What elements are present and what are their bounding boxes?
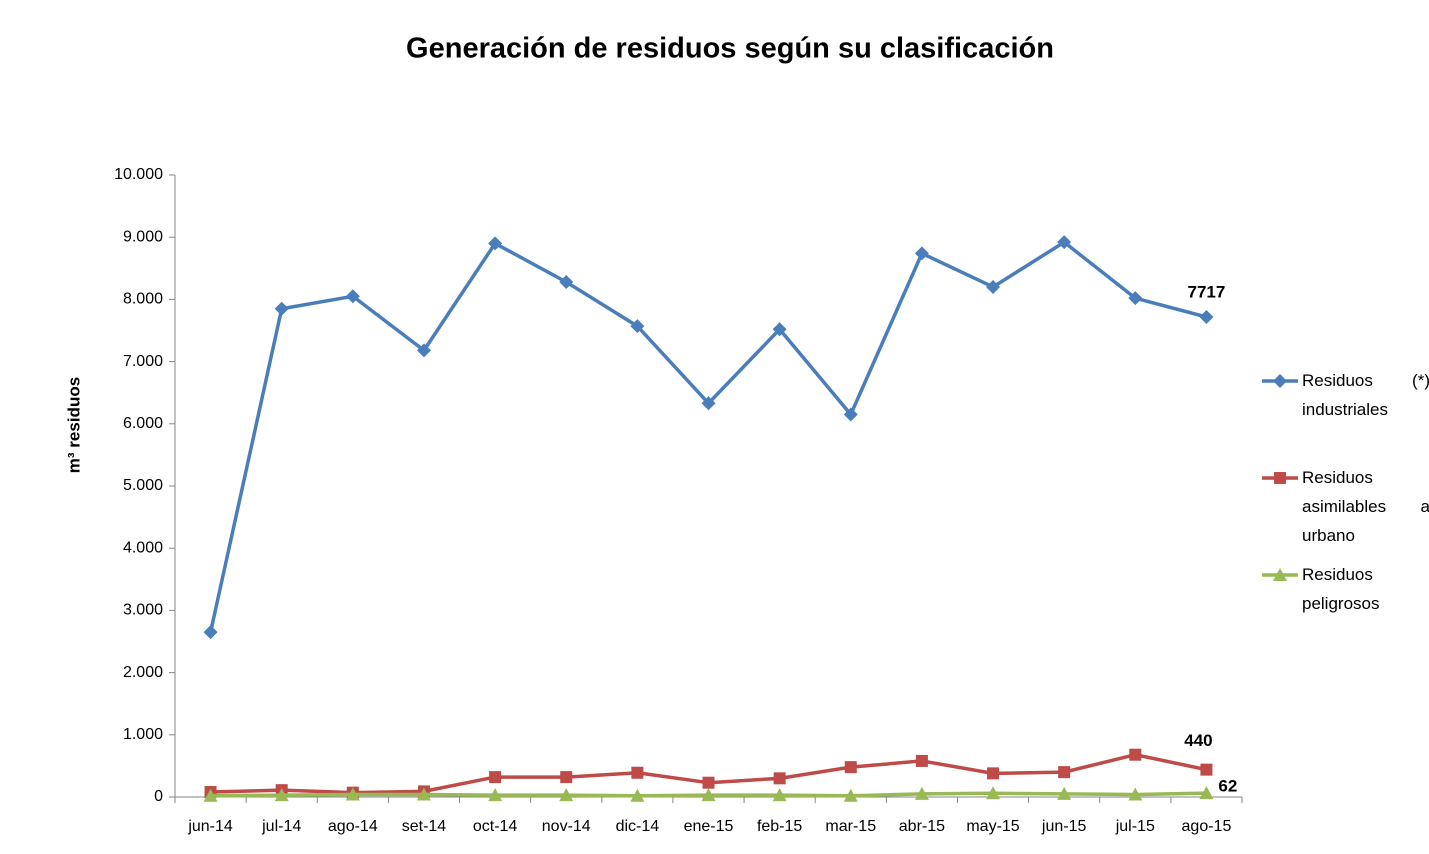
- y-tick-label: 10.000: [114, 166, 163, 183]
- marker: [701, 788, 716, 802]
- x-tick-label: feb-15: [757, 818, 802, 835]
- x-tick-label: jul-15: [1115, 818, 1155, 835]
- marker: [274, 788, 289, 802]
- marker: [1128, 291, 1143, 306]
- marker: [489, 771, 502, 784]
- marker: [1057, 786, 1072, 800]
- y-tick-label: 4.000: [123, 539, 163, 556]
- marker: [488, 236, 503, 251]
- marker: [773, 772, 786, 785]
- marker: [345, 289, 360, 304]
- marker: [915, 754, 928, 767]
- x-tick-label: jun-15: [1041, 818, 1087, 835]
- marker: [1128, 787, 1143, 801]
- marker: [1129, 748, 1142, 761]
- marker: [987, 767, 1000, 780]
- marker: [203, 788, 218, 802]
- marker: [844, 761, 857, 774]
- marker: [843, 788, 858, 802]
- marker: [914, 246, 929, 261]
- y-tick-label: 8.000: [123, 291, 163, 308]
- marker: [274, 301, 289, 316]
- marker: [1274, 472, 1286, 484]
- legend-label: Residuos (*) industriales: [1302, 371, 1429, 419]
- x-tick-label: ago-14: [328, 818, 378, 835]
- legend-label: Residuos asimilables a urbano: [1302, 468, 1429, 545]
- y-tick-label: 0: [154, 788, 163, 805]
- y-axis-title: m³ residuos: [64, 377, 83, 473]
- marker: [416, 787, 431, 801]
- marker: [488, 788, 503, 802]
- marker: [1200, 763, 1213, 776]
- marker: [702, 776, 715, 789]
- marker: [1199, 786, 1214, 800]
- series-line: [208, 240, 1207, 633]
- marker: [1057, 235, 1072, 250]
- marker: [630, 788, 645, 802]
- x-tick-label: ene-15: [684, 818, 734, 835]
- marker: [772, 322, 787, 337]
- marker: [914, 786, 929, 800]
- x-tick-label: jul-14: [261, 818, 301, 835]
- data-label: 7717: [1188, 282, 1226, 301]
- y-tick-label: 9.000: [123, 228, 163, 245]
- marker: [203, 625, 218, 640]
- marker: [559, 274, 574, 289]
- marker: [1199, 310, 1214, 325]
- x-tick-label: jun-14: [187, 818, 233, 835]
- y-tick-label: 1.000: [123, 726, 163, 743]
- y-tick-label: 3.000: [123, 602, 163, 619]
- marker: [843, 407, 858, 422]
- y-tick-label: 5.000: [123, 477, 163, 494]
- data-label: 62: [1218, 777, 1237, 796]
- marker: [986, 279, 1001, 294]
- y-tick-label: 6.000: [123, 415, 163, 432]
- marker: [416, 343, 431, 358]
- x-tick-label: set-14: [402, 818, 447, 835]
- marker: [630, 319, 645, 334]
- marker: [559, 788, 574, 802]
- marker: [701, 396, 716, 411]
- marker: [345, 787, 360, 801]
- marker: [1273, 374, 1287, 388]
- marker: [560, 771, 573, 784]
- marker: [1273, 568, 1287, 581]
- marker: [631, 766, 644, 779]
- x-tick-label: dic-14: [616, 818, 660, 835]
- x-tick-label: ago-15: [1182, 818, 1232, 835]
- marker: [1058, 766, 1071, 779]
- marker: [986, 786, 1001, 800]
- x-tick-label: mar-15: [825, 818, 876, 835]
- y-tick-label: 2.000: [123, 664, 163, 681]
- x-tick-label: may-15: [966, 818, 1019, 835]
- x-tick-label: abr-15: [899, 818, 945, 835]
- chart-title: Generación de residuos según su clasific…: [406, 33, 1054, 65]
- marker: [772, 788, 787, 802]
- data-label: 440: [1184, 731, 1212, 750]
- x-tick-label: nov-14: [542, 818, 591, 835]
- legend-label: Residuos peligrosos: [1302, 565, 1380, 613]
- x-tick-label: oct-14: [473, 818, 518, 835]
- y-tick-label: 7.000: [123, 353, 163, 370]
